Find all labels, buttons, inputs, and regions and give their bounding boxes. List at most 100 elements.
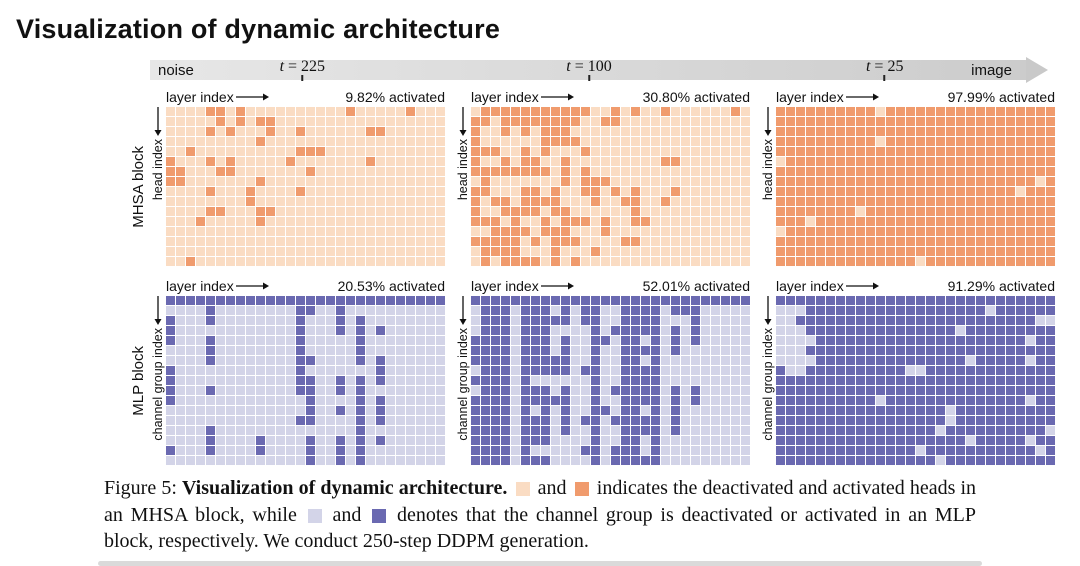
heatmap-cell bbox=[661, 247, 670, 256]
heatmap-cell bbox=[501, 306, 510, 315]
heatmap-cell bbox=[721, 446, 730, 455]
heatmap-cell bbox=[956, 237, 965, 246]
heatmap-cell bbox=[406, 237, 415, 246]
heatmap-cell bbox=[896, 306, 905, 315]
heatmap-cell bbox=[826, 436, 835, 445]
heatmap-cell bbox=[776, 436, 785, 445]
heatmap-cell bbox=[876, 376, 885, 385]
heatmap-cell bbox=[1036, 316, 1045, 325]
heatmap-cell bbox=[806, 316, 815, 325]
heatmap-cell bbox=[306, 436, 315, 445]
heatmap-cell bbox=[591, 386, 600, 395]
heatmap-cell bbox=[306, 356, 315, 365]
heatmap-cell bbox=[866, 306, 875, 315]
heatmap-cell bbox=[491, 107, 500, 116]
heatmap-cell bbox=[246, 386, 255, 395]
heatmap-cell bbox=[346, 117, 355, 126]
heatmap-cell bbox=[741, 237, 750, 246]
heatmap-cell bbox=[396, 376, 405, 385]
heatmap-cell bbox=[376, 456, 385, 465]
heatmap-cell bbox=[936, 147, 945, 156]
heatmap-cell bbox=[511, 336, 520, 345]
heatmap-cell bbox=[316, 456, 325, 465]
heatmap-cell bbox=[196, 396, 205, 405]
heatmap-cell bbox=[286, 376, 295, 385]
heatmap-cell bbox=[876, 227, 885, 236]
heatmap-cell bbox=[936, 296, 945, 305]
heatmap-cell bbox=[711, 217, 720, 226]
heatmap-cell bbox=[621, 376, 630, 385]
heatmap-cell bbox=[356, 316, 365, 325]
heatmap-cell bbox=[886, 386, 895, 395]
heatmap-cell bbox=[436, 326, 445, 335]
heatmap-cell bbox=[721, 366, 730, 375]
heatmap-cell bbox=[661, 127, 670, 136]
heatmap-cell bbox=[406, 386, 415, 395]
heatmap-cell bbox=[976, 167, 985, 176]
heatmap-cell bbox=[816, 147, 825, 156]
heatmap-cell bbox=[621, 446, 630, 455]
heatmap-cell bbox=[906, 197, 915, 206]
heatmap-cell bbox=[501, 456, 510, 465]
heatmap-cell bbox=[316, 187, 325, 196]
heatmap-cell bbox=[701, 376, 710, 385]
heatmap-cell bbox=[671, 376, 680, 385]
heatmap-cell bbox=[816, 396, 825, 405]
heatmap-cell bbox=[671, 406, 680, 415]
heatmap-cell bbox=[326, 406, 335, 415]
heatmap-cell bbox=[216, 316, 225, 325]
heatmap-cell bbox=[316, 386, 325, 395]
heatmap-cell bbox=[541, 107, 550, 116]
heatmap-cell bbox=[501, 336, 510, 345]
heatmap-cell bbox=[926, 346, 935, 355]
heatmap-cell bbox=[946, 456, 955, 465]
heatmap-cell bbox=[1046, 227, 1055, 236]
heatmap-cell bbox=[641, 296, 650, 305]
heatmap-cell bbox=[406, 127, 415, 136]
heatmap-cell bbox=[186, 426, 195, 435]
heatmap-cell bbox=[1046, 436, 1055, 445]
heatmap-cell bbox=[386, 316, 395, 325]
heatmap-cell bbox=[836, 306, 845, 315]
heatmap-cell bbox=[286, 197, 295, 206]
heatmap-cell bbox=[471, 177, 480, 186]
heatmap-cell bbox=[501, 366, 510, 375]
heatmap-cell bbox=[826, 227, 835, 236]
heatmap-cell bbox=[886, 306, 895, 315]
heatmap-cell bbox=[916, 376, 925, 385]
timeline-tick bbox=[883, 75, 886, 81]
heatmap-cell bbox=[286, 356, 295, 365]
heatmap-cell bbox=[1026, 257, 1035, 266]
heatmap-cell bbox=[681, 376, 690, 385]
heatmap-cell bbox=[1016, 167, 1025, 176]
heatmap-cell bbox=[471, 446, 480, 455]
heatmap-cell bbox=[306, 366, 315, 375]
heatmap-cell bbox=[306, 157, 315, 166]
heatmap-cell bbox=[386, 416, 395, 425]
heatmap-cell bbox=[276, 147, 285, 156]
heatmap-cell bbox=[376, 406, 385, 415]
heatmap-cell bbox=[346, 316, 355, 325]
heatmap-cell bbox=[511, 326, 520, 335]
heatmap-cell bbox=[236, 217, 245, 226]
heatmap-cell bbox=[741, 446, 750, 455]
heatmap-cell bbox=[796, 197, 805, 206]
heatmap-cell bbox=[296, 207, 305, 216]
heatmap-cell bbox=[426, 356, 435, 365]
heatmap-cell bbox=[491, 396, 500, 405]
heatmap-cell bbox=[1036, 247, 1045, 256]
heatmap-cell bbox=[916, 157, 925, 166]
heatmap-cell bbox=[346, 436, 355, 445]
panel-mlp-t25: layer index 91.29% activated channel group… bbox=[760, 276, 1055, 465]
heatmap-cell bbox=[386, 346, 395, 355]
heatmap-cell bbox=[976, 376, 985, 385]
heatmap-cell bbox=[166, 247, 175, 256]
heatmap-cell bbox=[436, 237, 445, 246]
heatmap-cell bbox=[336, 406, 345, 415]
heatmap-cell bbox=[346, 406, 355, 415]
heatmap-cell bbox=[631, 137, 640, 146]
heatmap-cell bbox=[1046, 127, 1055, 136]
heatmap-cell bbox=[206, 127, 215, 136]
heatmap-cell bbox=[641, 336, 650, 345]
heatmap-cell bbox=[976, 177, 985, 186]
